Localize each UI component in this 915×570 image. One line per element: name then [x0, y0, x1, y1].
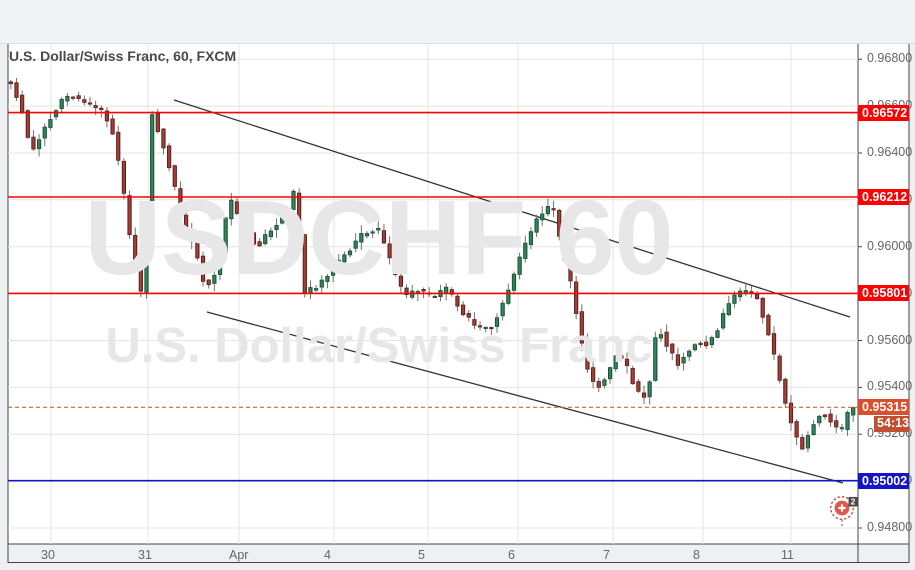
svg-text:2: 2 — [851, 496, 856, 506]
